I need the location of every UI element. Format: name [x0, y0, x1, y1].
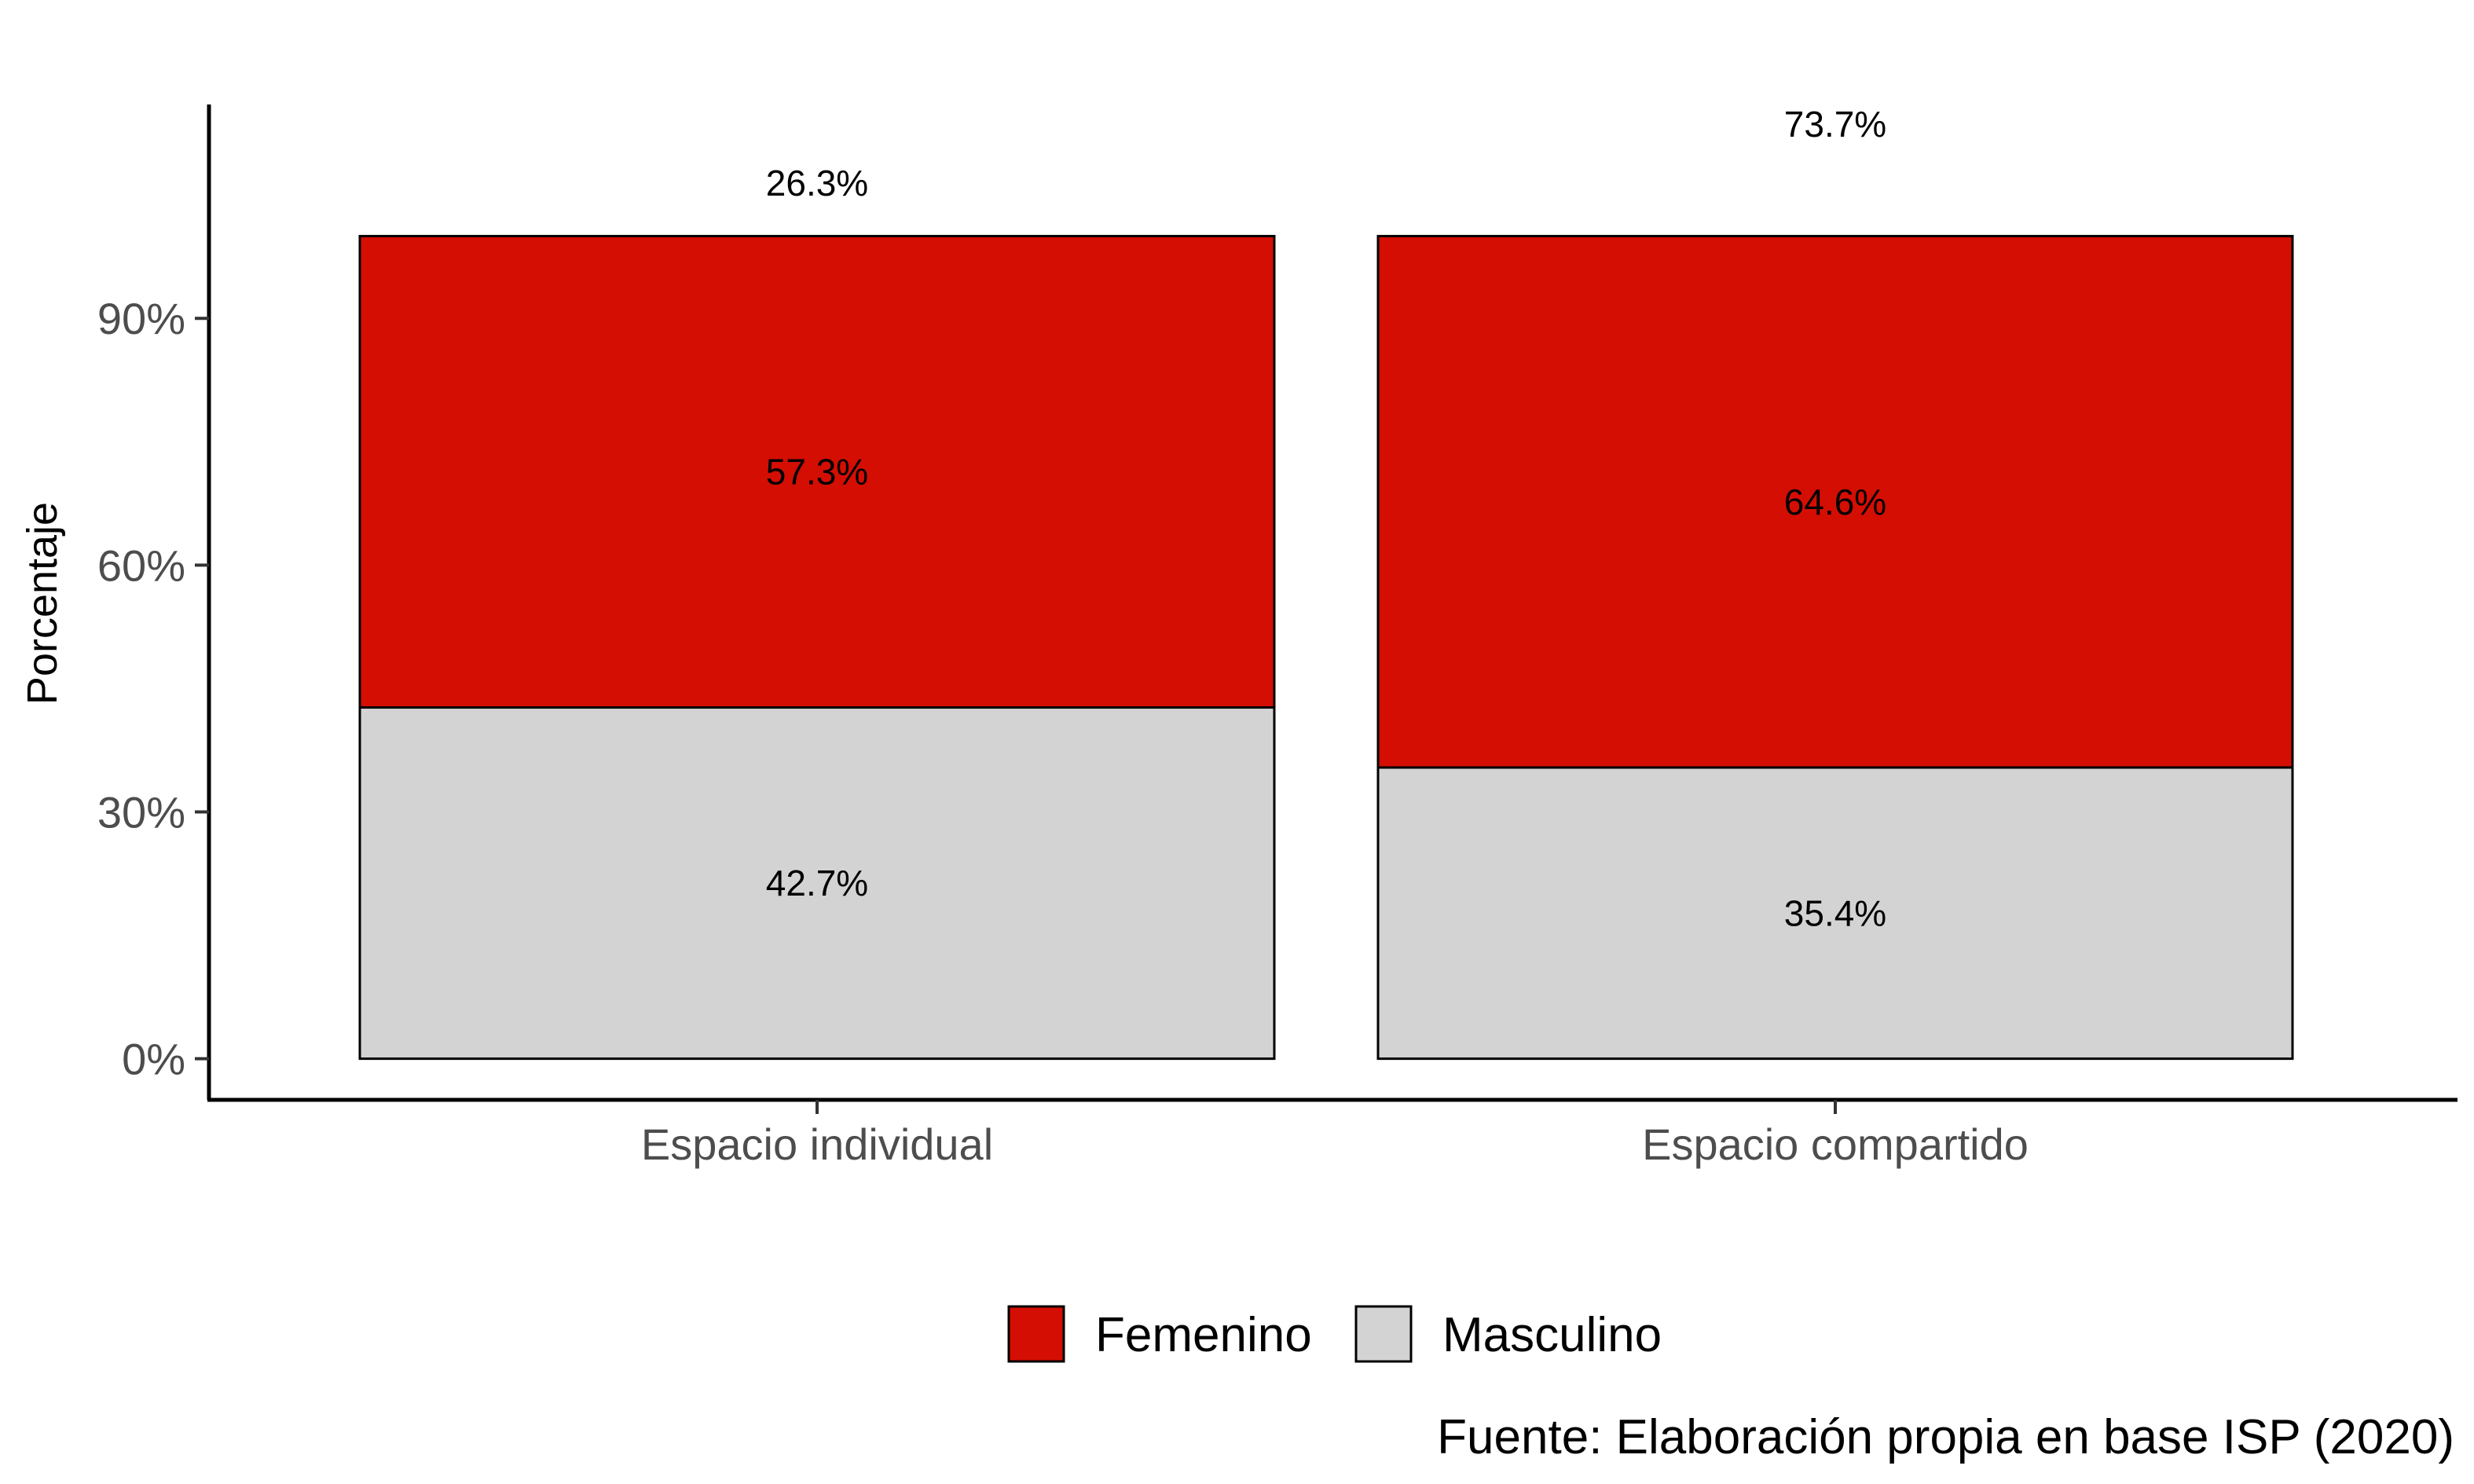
bar-espacio-compartido-femenino	[1376, 235, 2294, 769]
bar-espacio-individual-femenino	[358, 235, 1276, 709]
legend-swatch-masculino	[1354, 1305, 1413, 1363]
bar-espacio-individual-masculino	[358, 706, 1276, 1061]
top-label-espacio-individual: 26.3%	[766, 163, 868, 203]
legend: Femenino Masculino	[1007, 1305, 1662, 1363]
axes-layer	[207, 104, 2458, 1102]
y-tick-label-60: 60%	[97, 540, 185, 590]
bars-layer	[358, 235, 2294, 1061]
top-label-espacio-compartido: 73.7%	[1784, 104, 1886, 145]
x-tick-label-espacio-individual: Espacio individual	[641, 1119, 993, 1169]
y-tick-label-30: 30%	[97, 788, 185, 837]
y-tick-label-90: 90%	[97, 294, 185, 343]
y-ticks-layer: 0% 30% 60% 90%	[97, 294, 209, 1084]
x-ticks-layer: Espacio individual Espacio compartido	[641, 1100, 2029, 1169]
legend-label-femenino: Femenino	[1095, 1308, 1312, 1362]
bar-label-espacio-compartido-femenino: 64.6%	[1784, 482, 1886, 522]
y-axis-title: Porcentaje	[19, 502, 66, 705]
bar-labels-layer: 42.7% 57.3% 35.4% 64.6%	[766, 452, 1886, 934]
bar-label-espacio-individual-masculino: 42.7%	[766, 863, 868, 903]
bar-label-espacio-compartido-masculino: 35.4%	[1784, 892, 1886, 933]
x-tick-label-espacio-compartido: Espacio compartido	[1642, 1119, 2029, 1169]
y-tick-label-0: 0%	[122, 1035, 185, 1084]
legend-swatch-femenino	[1007, 1305, 1065, 1363]
legend-label-masculino: Masculino	[1442, 1308, 1662, 1362]
bar-label-espacio-individual-femenino: 57.3%	[766, 452, 868, 493]
top-labels-layer: 26.3% 73.7%	[766, 104, 1886, 203]
source-caption: Fuente: Elaboración propia en base ISP (…	[1437, 1410, 2454, 1464]
